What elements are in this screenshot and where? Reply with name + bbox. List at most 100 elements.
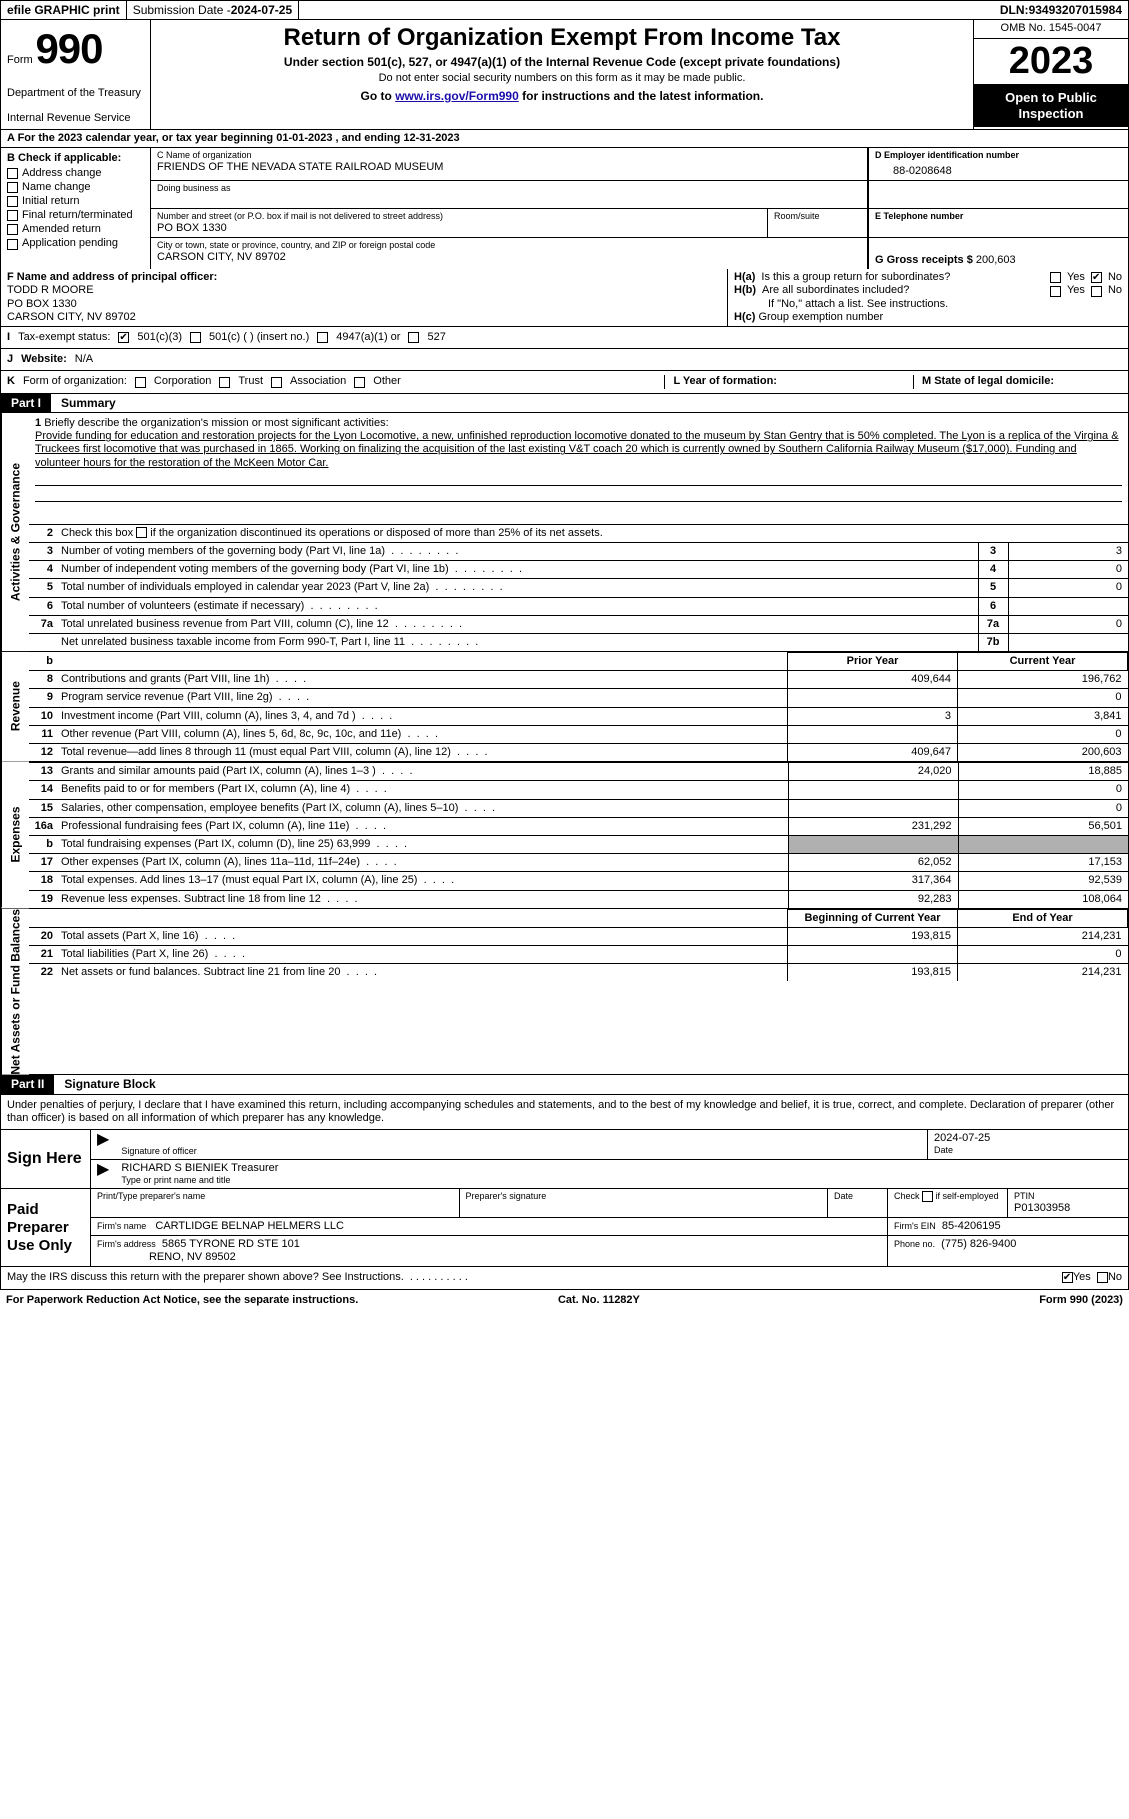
- line-num: 21: [29, 946, 57, 964]
- line-curr: 92,539: [958, 872, 1128, 890]
- checkbox-527[interactable]: [408, 332, 419, 343]
- checkbox-discontinued[interactable]: [136, 527, 147, 538]
- line-curr: 0: [958, 946, 1128, 964]
- row-klm: K Form of organization: Corporation Trus…: [0, 371, 1129, 393]
- goto-pre: Go to: [361, 89, 396, 103]
- discuss-no: No: [1108, 1271, 1122, 1284]
- part-i-bar: Part I Summary: [0, 394, 1129, 413]
- gov-line-desc: Number of voting members of the governin…: [57, 542, 978, 560]
- line-num: 22: [29, 964, 57, 982]
- row-a-tax-year: A For the 2023 calendar year, or tax yea…: [0, 130, 1129, 148]
- line-desc: Total fundraising expenses (Part IX, col…: [57, 835, 788, 853]
- line-num: 17: [29, 854, 57, 872]
- checkbox-discuss-no[interactable]: [1097, 1272, 1108, 1283]
- b-item-4: Amended return: [22, 223, 101, 236]
- line-num: 13: [29, 763, 57, 781]
- form-word: Form: [7, 54, 33, 66]
- i-opt2: 501(c) ( ) (insert no.): [209, 331, 309, 344]
- checkbox-4947a1[interactable]: [317, 332, 328, 343]
- f-label: F Name and address of principal officer:: [7, 271, 217, 283]
- form-subtitle: Under section 501(c), 527, or 4947(a)(1)…: [157, 55, 967, 69]
- c-dba-label: Doing business as: [157, 183, 861, 194]
- gov-line-num: 4: [29, 561, 57, 579]
- hc-label: H(c): [734, 311, 755, 323]
- line-prior: 231,292: [788, 817, 958, 835]
- line-prior: [788, 781, 958, 799]
- checkbox-self-employed[interactable]: [922, 1191, 933, 1202]
- row-a-pre: A For the 2023 calendar year, or tax yea…: [7, 132, 276, 144]
- gov-line-val: 0: [1008, 615, 1128, 633]
- line-curr: 0: [958, 689, 1128, 707]
- checkbox-association[interactable]: [271, 377, 282, 388]
- checkbox-corporation[interactable]: [135, 377, 146, 388]
- footer: For Paperwork Reduction Act Notice, see …: [0, 1290, 1129, 1311]
- b-item-3: Final return/terminated: [22, 209, 133, 222]
- checkbox-trust[interactable]: [219, 377, 230, 388]
- checkbox-amended-return[interactable]: [7, 224, 18, 235]
- prep-date-label: Date: [828, 1189, 888, 1217]
- form-990-page: efile GRAPHIC print Submission Date - 20…: [0, 0, 1129, 1311]
- line-prior: 3: [788, 707, 958, 725]
- footer-cat: Cat. No. 11282Y: [558, 1294, 640, 1307]
- ha-label: H(a): [734, 271, 755, 284]
- net-prior-header: Beginning of Current Year: [788, 909, 958, 927]
- i-text: Tax-exempt status:: [18, 331, 110, 344]
- line-prior: 193,815: [788, 964, 958, 982]
- checkbox-501c3[interactable]: [118, 332, 129, 343]
- checkbox-name-change[interactable]: [7, 182, 18, 193]
- c-addr-label: Number and street (or P.O. box if mail i…: [157, 211, 761, 222]
- gov-line-desc: Net unrelated business taxable income fr…: [57, 633, 978, 651]
- gov-line-box: 5: [978, 579, 1008, 597]
- form-header: Form 990 Department of the Treasury Inte…: [0, 20, 1129, 130]
- checkbox-application-pending[interactable]: [7, 239, 18, 250]
- b-item-5: Application pending: [22, 237, 118, 250]
- hb-no: No: [1108, 284, 1122, 297]
- gov-line-desc: Total unrelated business revenue from Pa…: [57, 615, 978, 633]
- line-num: 19: [29, 890, 57, 908]
- line-prior: 193,815: [788, 927, 958, 945]
- c-org-name: FRIENDS OF THE NEVADA STATE RAILROAD MUS…: [157, 161, 861, 174]
- checkbox-initial-return[interactable]: [7, 196, 18, 207]
- gov-line-val: 3: [1008, 542, 1128, 560]
- line-prior: 24,020: [788, 763, 958, 781]
- line-curr: 200,603: [958, 744, 1128, 762]
- open-to-public: Open to Public Inspection: [974, 84, 1128, 127]
- gov-line-desc: Number of independent voting members of …: [57, 561, 978, 579]
- checkbox-ha-yes[interactable]: [1050, 272, 1061, 283]
- goto-link[interactable]: www.irs.gov/Form990: [395, 89, 519, 103]
- sig-date-value: 2024-07-25: [934, 1132, 1122, 1145]
- mission-text: Provide funding for education and restor…: [35, 430, 1119, 468]
- checkbox-discuss-yes[interactable]: [1062, 1272, 1073, 1283]
- checkbox-address-change[interactable]: [7, 168, 18, 179]
- line-desc: Investment income (Part VIII, column (A)…: [57, 707, 788, 725]
- header-mid: Return of Organization Exempt From Incom…: [151, 20, 973, 129]
- paid-preparer-block: Paid Preparer Use Only Print/Type prepar…: [0, 1189, 1129, 1268]
- checkbox-hb-yes[interactable]: [1050, 286, 1061, 297]
- gov-line-num: 3: [29, 542, 57, 560]
- checkbox-final-return[interactable]: [7, 210, 18, 221]
- line-curr: 0: [958, 781, 1128, 799]
- line-desc: Contributions and grants (Part VIII, lin…: [57, 671, 788, 689]
- footer-pra: For Paperwork Reduction Act Notice, see …: [6, 1294, 358, 1307]
- line-desc: Grants and similar amounts paid (Part IX…: [57, 763, 788, 781]
- checkbox-ha-no[interactable]: [1091, 272, 1102, 283]
- checkbox-501c[interactable]: [190, 332, 201, 343]
- line-prior: 317,364: [788, 872, 958, 890]
- net-assets-table: Beginning of Current Year End of Year 20…: [29, 909, 1128, 982]
- m-label: M State of legal domicile:: [922, 375, 1054, 387]
- dept-irs: Internal Revenue Service: [7, 112, 144, 125]
- i-opt3: 4947(a)(1) or: [336, 331, 400, 344]
- checkbox-other[interactable]: [354, 377, 365, 388]
- line-desc: Other expenses (Part IX, column (A), lin…: [57, 854, 788, 872]
- ha-text: Is this a group return for subordinates?: [761, 271, 1044, 284]
- line-curr: 214,231: [958, 964, 1128, 982]
- line-desc: Program service revenue (Part VIII, line…: [57, 689, 788, 707]
- f-officer-name: TODD R MOORE: [7, 284, 94, 296]
- line-desc: Net assets or fund balances. Subtract li…: [57, 964, 788, 982]
- block-fh: F Name and address of principal officer:…: [0, 269, 1129, 327]
- checkbox-hb-no[interactable]: [1091, 286, 1102, 297]
- gov-line-val: 0: [1008, 579, 1128, 597]
- line-num: 10: [29, 707, 57, 725]
- line-num: 8: [29, 671, 57, 689]
- firm-ein-label: Firm's EIN: [894, 1221, 936, 1231]
